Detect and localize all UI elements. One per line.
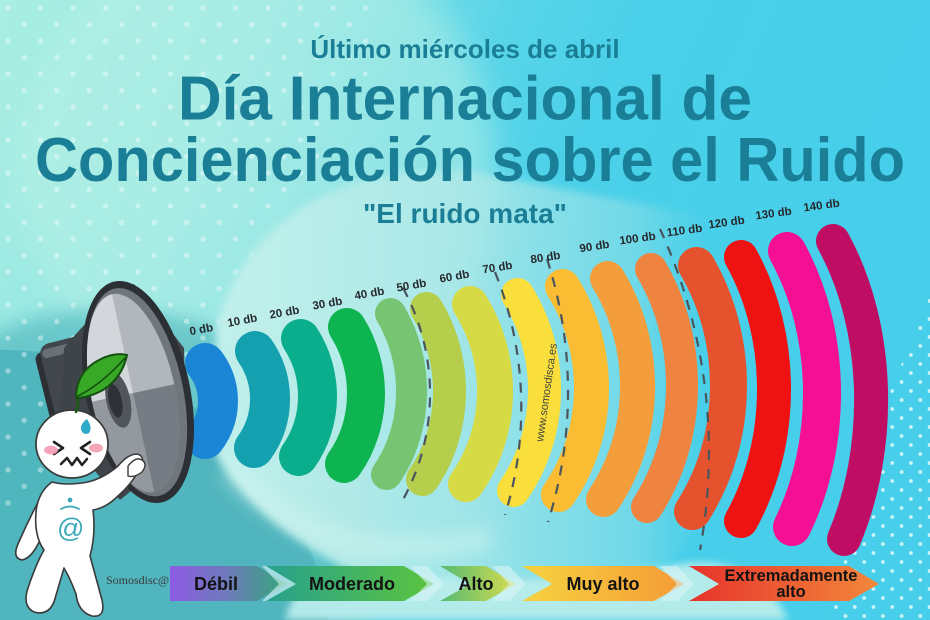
svg-text:Último miércoles de abril: Último miércoles de abril bbox=[310, 34, 619, 64]
svg-text:Moderado: Moderado bbox=[309, 574, 395, 594]
svg-text:Extremadamente: Extremadamente bbox=[725, 567, 858, 585]
svg-text:Muy alto: Muy alto bbox=[566, 574, 639, 594]
svg-text:0 db: 0 db bbox=[189, 322, 214, 338]
svg-text:50 db: 50 db bbox=[396, 278, 428, 295]
svg-text:80 db: 80 db bbox=[530, 250, 562, 267]
svg-text:140 db: 140 db bbox=[803, 198, 841, 215]
svg-text:110 db: 110 db bbox=[666, 223, 703, 240]
svg-text:130 db: 130 db bbox=[755, 206, 793, 223]
svg-text:Día Internacional de: Día Internacional de bbox=[178, 65, 752, 134]
svg-text:Concienciación sobre el Ruido: Concienciación sobre el Ruido bbox=[35, 126, 905, 195]
svg-text:Somosdisc@: Somosdisc@ bbox=[106, 573, 169, 587]
svg-text:60 db: 60 db bbox=[439, 269, 471, 286]
svg-text:Alto: Alto bbox=[459, 574, 494, 594]
svg-text:100 db: 100 db bbox=[619, 231, 657, 248]
svg-text:70 db: 70 db bbox=[482, 260, 514, 277]
svg-text:@: @ bbox=[57, 513, 84, 543]
svg-text:20 db: 20 db bbox=[269, 305, 301, 322]
svg-text:alto: alto bbox=[776, 583, 805, 601]
svg-text:"El ruido mata": "El ruido mata" bbox=[363, 198, 567, 229]
svg-text:120 db: 120 db bbox=[708, 215, 746, 232]
svg-text:Débil: Débil bbox=[194, 574, 238, 594]
svg-text:30 db: 30 db bbox=[312, 296, 344, 313]
svg-text:90 db: 90 db bbox=[579, 239, 611, 256]
svg-text:40 db: 40 db bbox=[354, 286, 386, 303]
svg-text:10 db: 10 db bbox=[227, 312, 259, 330]
